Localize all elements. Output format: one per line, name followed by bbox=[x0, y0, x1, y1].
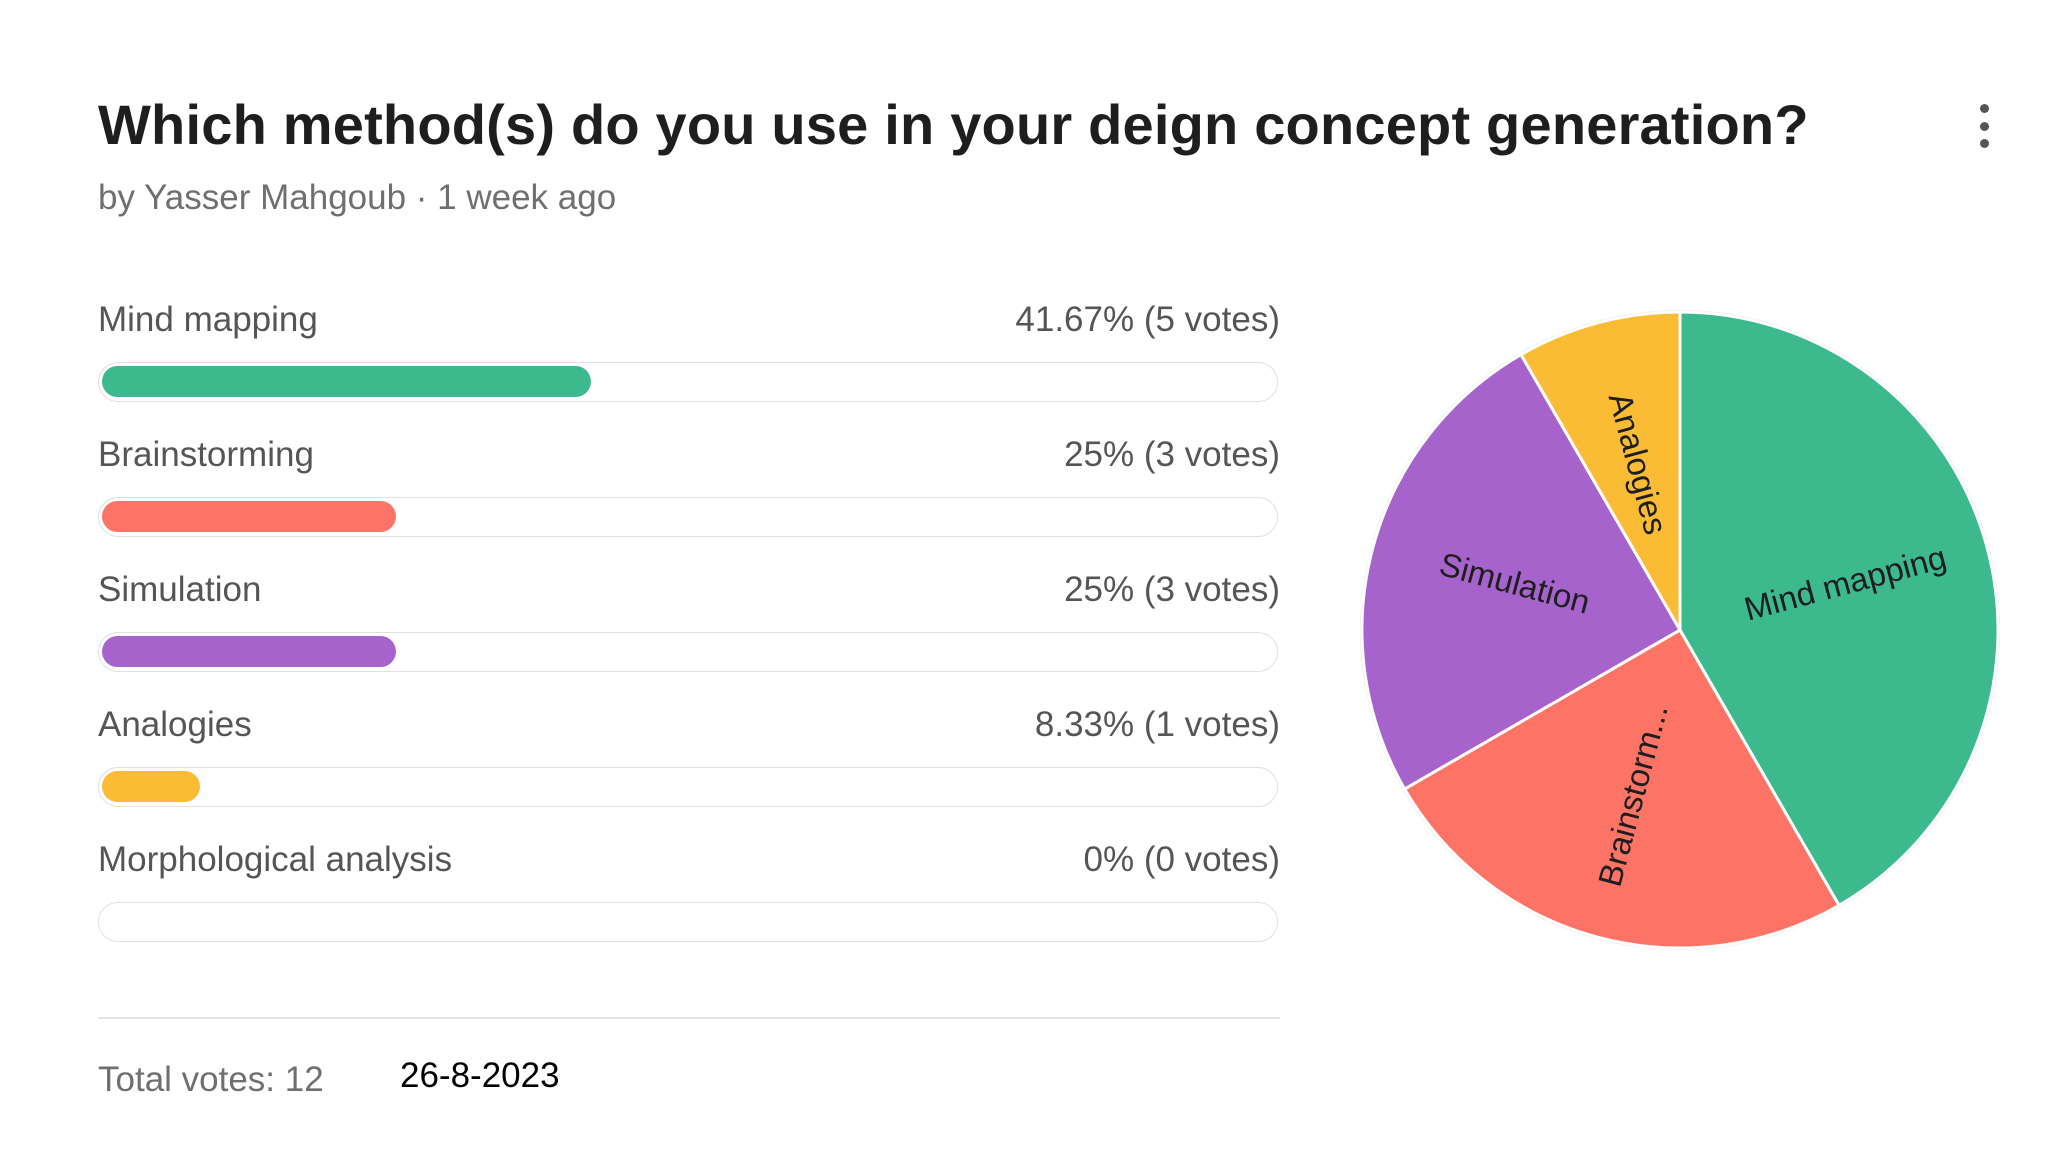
option-label: Brainstorming bbox=[98, 435, 314, 474]
poll-option-morphological-analysis: Morphological analysis 0% (0 votes) bbox=[98, 840, 1280, 975]
option-bar-track bbox=[98, 902, 1278, 942]
poll-title: Which method(s) do you use in your deign… bbox=[98, 93, 1809, 156]
option-bar-track bbox=[98, 632, 1278, 672]
pie-slice-brainstorming bbox=[1402, 627, 1842, 950]
option-value: 25% (3 votes) bbox=[1064, 570, 1280, 609]
poll-option-brainstorming: Brainstorming 25% (3 votes) bbox=[98, 435, 1280, 570]
pie-slice-mind-mapping bbox=[1678, 310, 2000, 908]
date-annotation: 26-8-2023 bbox=[400, 1056, 560, 1095]
poll-option-simulation: Simulation 25% (3 votes) bbox=[98, 570, 1280, 705]
option-bar-track bbox=[98, 362, 1278, 402]
menu-dot bbox=[1979, 104, 1989, 113]
option-value: 8.33% (1 votes) bbox=[1034, 705, 1280, 744]
divider bbox=[98, 1017, 1280, 1019]
option-label: Mind mapping bbox=[98, 300, 318, 339]
option-bar-fill bbox=[102, 636, 396, 667]
option-label: Analogies bbox=[98, 705, 252, 744]
option-bar-fill bbox=[102, 771, 200, 802]
option-value: 41.67% (5 votes) bbox=[1015, 300, 1280, 339]
option-bar-track bbox=[98, 767, 1278, 807]
option-label: Morphological analysis bbox=[98, 840, 453, 879]
poll-options: Mind mapping 41.67% (5 votes) Brainstorm… bbox=[98, 300, 1280, 975]
pie-chart: Mind mappingBrainstorm...SimulationAnalo… bbox=[1360, 310, 2000, 950]
option-bar-fill bbox=[102, 501, 396, 532]
pie-slice-analogies bbox=[1518, 310, 1682, 636]
option-bar-fill bbox=[102, 366, 592, 397]
option-value: 25% (3 votes) bbox=[1064, 435, 1280, 474]
poll-option-analogies: Analogies 8.33% (1 votes) bbox=[98, 705, 1280, 840]
option-bar-track bbox=[98, 497, 1278, 537]
menu-dot bbox=[1979, 139, 1989, 148]
menu-dot bbox=[1979, 121, 1989, 131]
more-vertical-icon[interactable] bbox=[1976, 104, 1992, 148]
poll-option-mind-mapping: Mind mapping 41.67% (5 votes) bbox=[98, 300, 1280, 435]
pie-slice-simulation bbox=[1360, 352, 1683, 792]
poll-byline: by Yasser Mahgoub · 1 week ago bbox=[98, 178, 617, 217]
option-value: 0% (0 votes) bbox=[1083, 840, 1280, 879]
total-votes: Total votes: 12 bbox=[98, 1060, 324, 1099]
option-label: Simulation bbox=[98, 570, 262, 609]
